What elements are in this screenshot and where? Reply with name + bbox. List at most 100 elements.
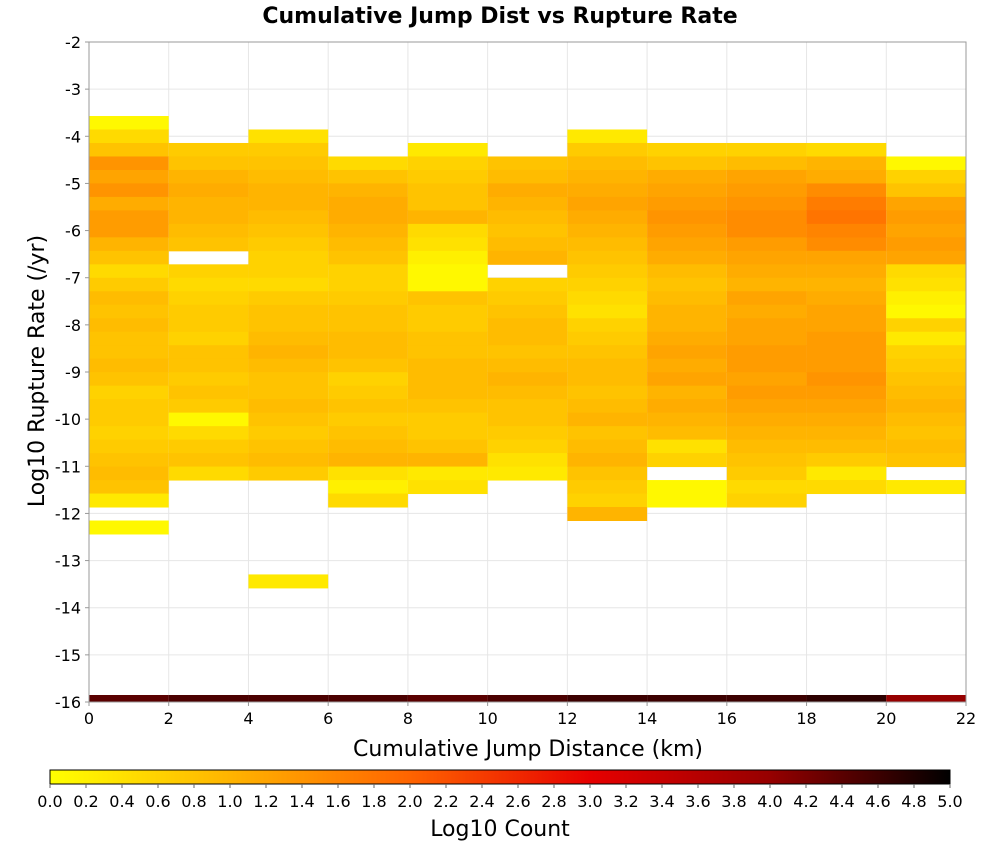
heatmap-cell — [168, 183, 249, 198]
heatmap-cell — [328, 250, 408, 265]
heatmap-cell — [89, 116, 169, 130]
x-tick-label: 22 — [956, 709, 976, 728]
colorbar-tick-label: 5.0 — [937, 792, 962, 811]
heatmap-cells — [89, 116, 966, 702]
heatmap-cell — [806, 318, 887, 333]
y-tick-labels: -2 -3 -4 -5 -6 -7 -8 -9 -10 -11 -12 -13 -14 -15 -16 — [55, 33, 81, 712]
heatmap-cell — [806, 142, 887, 157]
heatmap-cell — [647, 156, 727, 171]
heatmap-cell — [806, 385, 887, 400]
heatmap-cell — [89, 250, 169, 265]
heatmap-cell — [806, 223, 887, 238]
heatmap-cell — [168, 237, 249, 252]
colorbar-tick-label: 0.4 — [109, 792, 134, 811]
heatmap-cell — [726, 331, 807, 346]
heatmap-cell — [886, 169, 966, 184]
heatmap-cell — [248, 439, 329, 454]
heatmap-cell — [886, 264, 966, 279]
heatmap-cell — [487, 277, 568, 292]
x-tick-label: 2 — [164, 709, 174, 728]
heatmap-cell — [886, 358, 966, 373]
heatmap-cell — [89, 695, 169, 702]
heatmap-cell — [567, 237, 648, 252]
heatmap-cell — [886, 412, 966, 427]
heatmap-cell — [89, 412, 169, 427]
colorbar-tick-label: 4.0 — [757, 792, 782, 811]
heatmap-cell — [407, 169, 488, 184]
heatmap-cell — [806, 399, 887, 414]
heatmap-cell — [248, 237, 329, 252]
heatmap-cell — [647, 304, 727, 319]
heatmap-cell — [647, 223, 727, 238]
heatmap-cell — [886, 453, 966, 468]
heatmap-cell — [647, 264, 727, 279]
colorbar-label: Log10 Count — [430, 817, 570, 842]
heatmap-cell — [248, 210, 329, 225]
heatmap-cell — [806, 183, 887, 198]
heatmap-cell — [248, 426, 329, 441]
heatmap-cell — [806, 291, 887, 306]
heatmap-cell — [407, 156, 488, 171]
heatmap-cell — [806, 277, 887, 292]
heatmap-cell — [726, 385, 807, 400]
heatmap-cell — [567, 223, 648, 238]
colorbar-tick-label: 4.2 — [793, 792, 818, 811]
heatmap-cell — [407, 210, 488, 225]
heatmap-cell — [248, 129, 329, 144]
heatmap-cell — [89, 493, 169, 508]
heatmap-cell — [567, 412, 648, 427]
heatmap-cell — [89, 466, 169, 481]
heatmap-cell — [567, 439, 648, 454]
heatmap-cell — [407, 358, 488, 373]
heatmap-cell — [567, 331, 648, 346]
colorbar — [49, 769, 951, 785]
y-tick-label: -16 — [55, 693, 81, 712]
heatmap-cell — [487, 304, 568, 319]
heatmap-cell — [886, 318, 966, 333]
y-tick-label: -4 — [65, 127, 81, 146]
heatmap-cell — [328, 304, 408, 319]
heatmap-cell — [647, 210, 727, 225]
heatmap-cell — [886, 480, 966, 495]
heatmap-cell — [886, 695, 966, 702]
heatmap-cell — [407, 277, 488, 292]
heatmap-cell — [726, 277, 807, 292]
heatmap-cell — [168, 223, 249, 238]
heatmap-cell — [726, 304, 807, 319]
heatmap-cell — [168, 304, 249, 319]
x-tick-label: 20 — [876, 709, 896, 728]
heatmap-cell — [567, 169, 648, 184]
heatmap-cell — [806, 480, 887, 495]
heatmap-cell — [726, 318, 807, 333]
heatmap-cell — [328, 399, 408, 414]
heatmap-cell — [886, 156, 966, 171]
heatmap-cell — [328, 291, 408, 306]
heatmap-cell — [168, 426, 249, 441]
heatmap-cell — [407, 426, 488, 441]
heatmap-cell — [168, 399, 249, 414]
colorbar-tick-label: 1.2 — [253, 792, 278, 811]
heatmap-cell — [886, 426, 966, 441]
heatmap-cell — [806, 331, 887, 346]
heatmap-cell — [647, 250, 727, 265]
heatmap-cell — [407, 695, 488, 702]
x-tick-label: 6 — [323, 709, 333, 728]
heatmap-cell — [248, 169, 329, 184]
heatmap-cell — [806, 453, 887, 468]
heatmap-cell — [886, 304, 966, 319]
heatmap-cell — [647, 237, 727, 252]
heatmap-cell — [487, 695, 568, 702]
colorbar-tick-label: 0.8 — [181, 792, 206, 811]
heatmap-cell — [647, 277, 727, 292]
heatmap-cell — [647, 142, 727, 157]
heatmap-cell — [168, 169, 249, 184]
heatmap-cell — [248, 412, 329, 427]
heatmap-cell — [89, 318, 169, 333]
heatmap-cell — [726, 264, 807, 279]
heatmap-cell — [168, 358, 249, 373]
heatmap-cell — [647, 385, 727, 400]
y-tick-label: -9 — [65, 363, 81, 382]
heatmap-cell — [647, 480, 727, 495]
heatmap-cell — [248, 399, 329, 414]
